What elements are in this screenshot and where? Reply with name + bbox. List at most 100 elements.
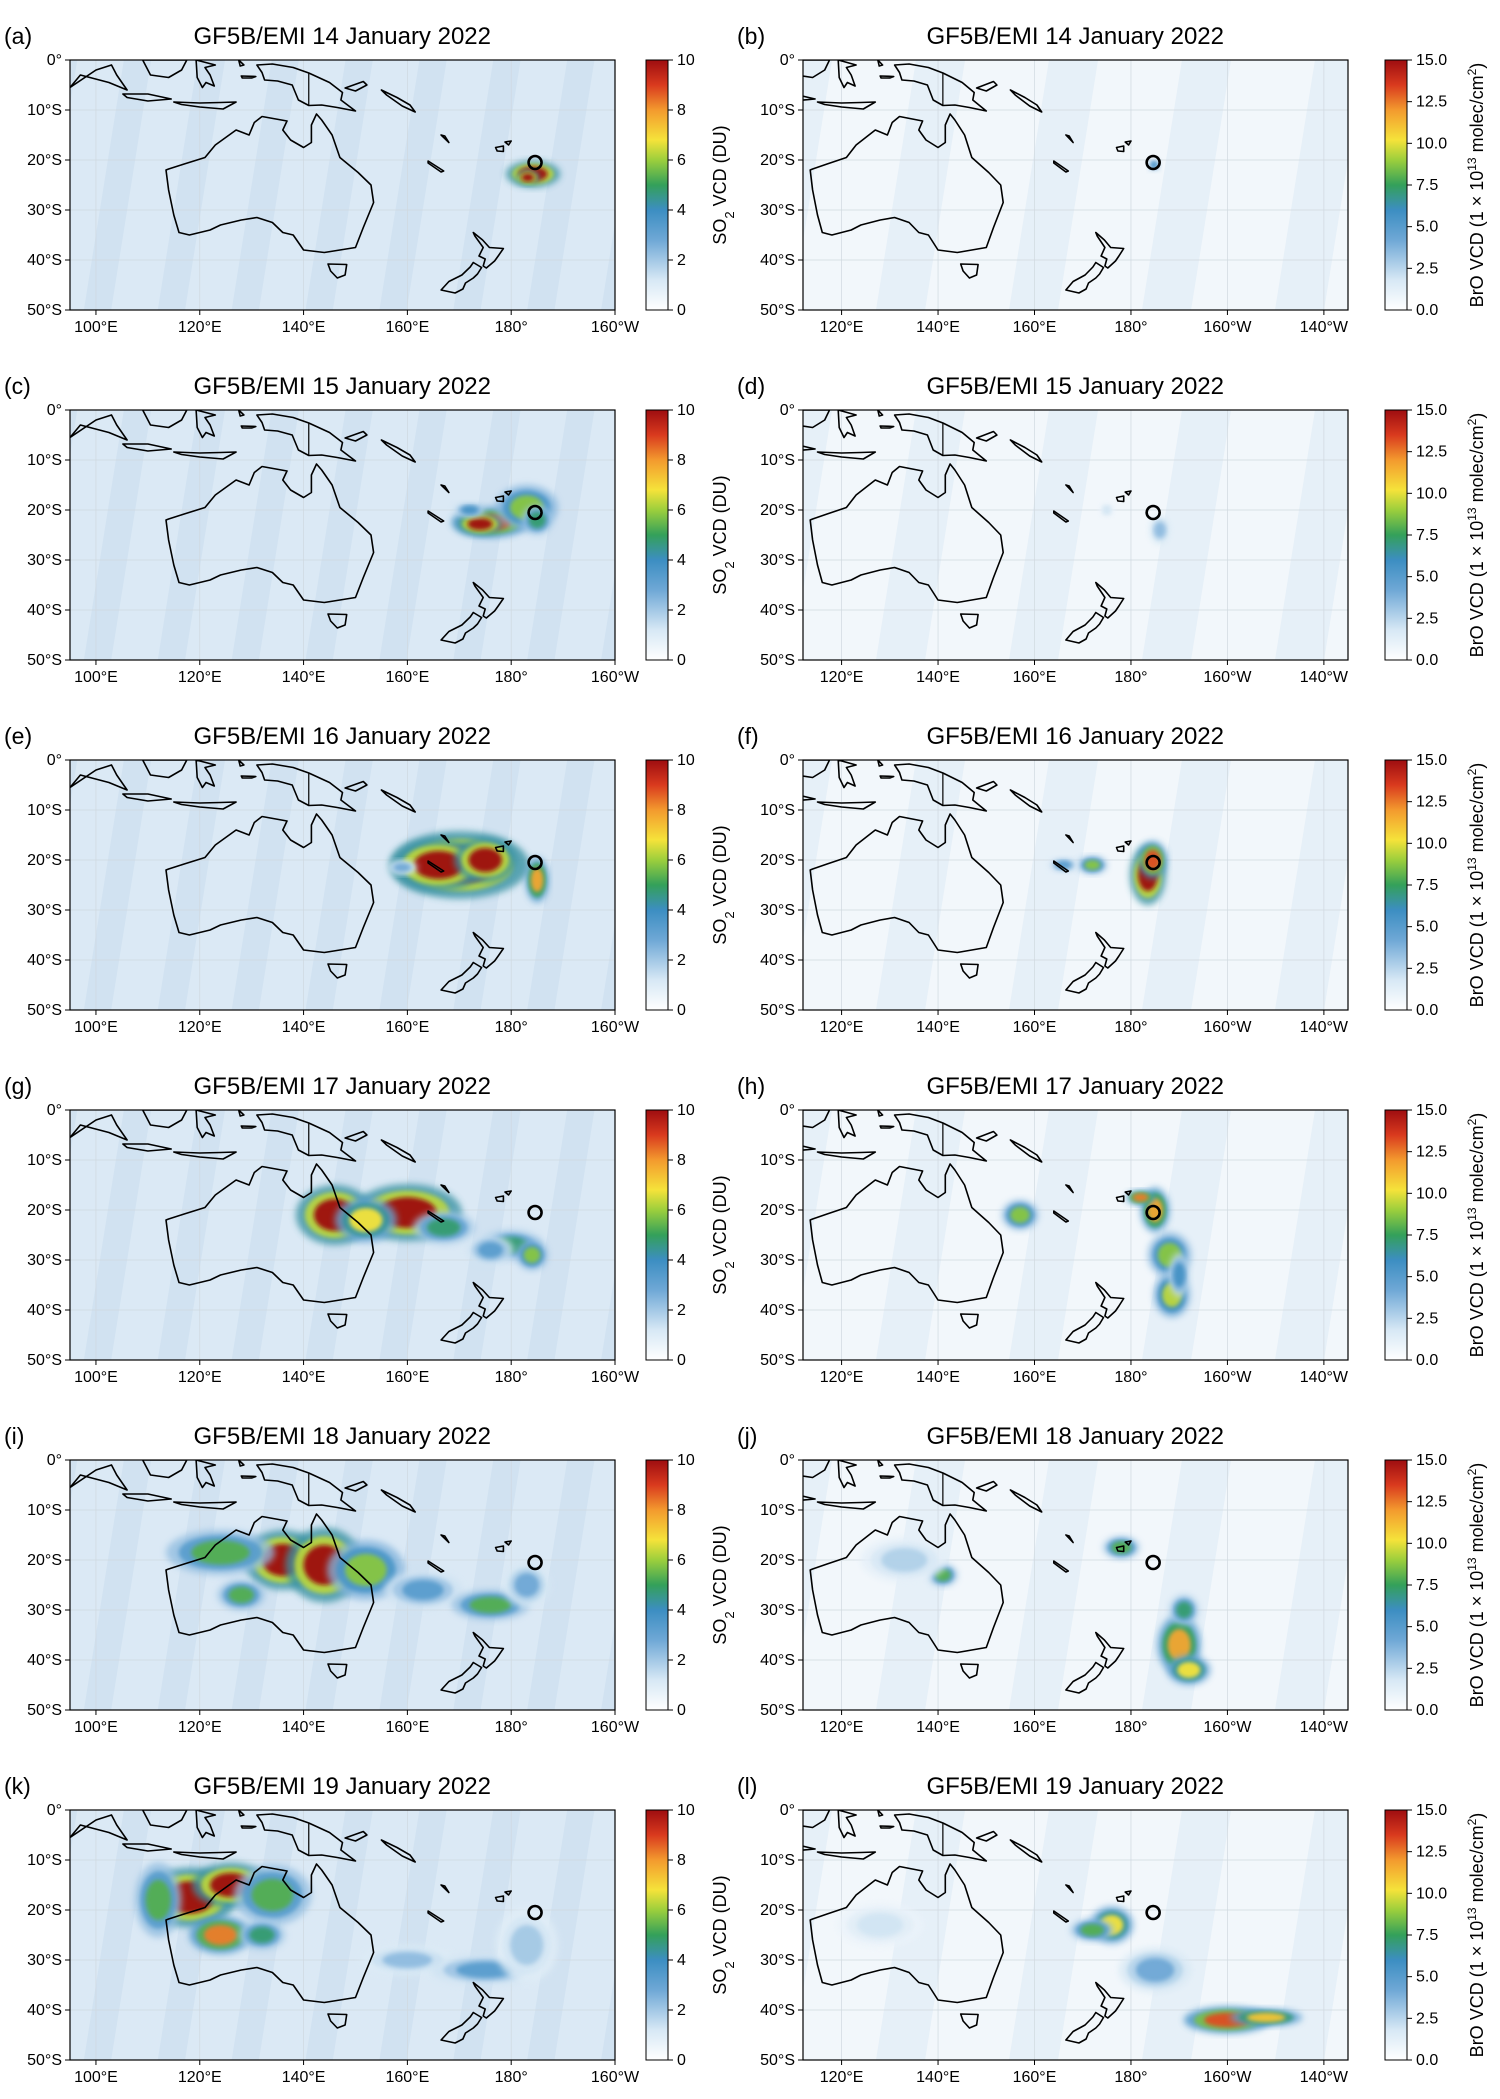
coastline [837, 1110, 857, 1139]
map-panel: (a) GF5B/EMI 14 January 2022 0° 10°S 20°S 30°… [4, 23, 737, 336]
swath-stripe [601, 1973, 615, 2060]
panel-tag: (e) [4, 723, 32, 749]
swath-stripe [876, 1110, 966, 1360]
volcano-marker [527, 504, 543, 521]
lon-tick-label: 160°E [1013, 669, 1057, 686]
lon-tick-label: 160°W [1203, 1719, 1252, 1736]
lon-tick-label: 140°E [282, 1019, 326, 1036]
lon-tick-label: 140°E [282, 2069, 326, 2086]
lon-tick-label: 160°W [591, 669, 640, 686]
coastline [504, 1540, 513, 1546]
colorbar-tick-label: 4 [677, 1952, 686, 1969]
swath-stripe [601, 1273, 615, 1360]
coastline [959, 1663, 979, 1679]
coastline [380, 789, 417, 813]
colorbar-tick-label: 2.5 [1416, 1310, 1438, 1327]
colorbar-tick-label: 0 [677, 2052, 686, 2069]
colorbar-tick-label: 10.0 [1416, 1535, 1447, 1552]
colorbar-tick-label: 6 [677, 502, 686, 519]
coastline [472, 931, 505, 969]
coastline [809, 463, 1005, 604]
coastline [1053, 510, 1070, 523]
lon-tick-label: 100°E [74, 1019, 118, 1036]
coastline [1115, 845, 1125, 853]
coastline [1009, 1489, 1043, 1513]
lon-tick-label: 120°E [178, 1369, 222, 1386]
lat-tick-label: 30°S [760, 202, 795, 219]
swath-stripe [70, 410, 78, 456]
coastline [975, 80, 998, 92]
coastline [344, 1130, 368, 1142]
swath-stripe [1142, 1810, 1232, 2060]
lat-tick-label: 50°S [760, 2052, 795, 2069]
volcano-marker [1145, 1204, 1161, 1221]
coastline [344, 780, 368, 792]
colorbar [1384, 59, 1408, 311]
plume-core [145, 1880, 171, 1920]
colorbar-tick-label: 2 [677, 252, 686, 269]
colorbar-tick-label: 12.5 [1416, 1494, 1447, 1511]
coastline [809, 1863, 1005, 2004]
swath-stripe [876, 1460, 966, 1710]
lat-tick-label: 10°S [760, 1152, 795, 1169]
lon-tick-label: 160°E [385, 319, 429, 336]
lat-tick-label: 20°S [760, 1202, 795, 1219]
coastline [237, 1460, 245, 1467]
coastline [237, 1810, 245, 1817]
swath-stripe [157, 1110, 226, 1360]
coastline [141, 60, 188, 79]
coastline [803, 445, 816, 451]
swath-stripe [803, 1110, 833, 1292]
panel-title: GF5B/EMI 16 January 2022 [194, 723, 492, 750]
lat-tick-label: 10°S [27, 1152, 62, 1169]
map-frame [802, 1459, 1349, 1711]
lon-tick-label: 180° [495, 1719, 528, 1736]
coastline [173, 451, 237, 460]
coastline [803, 1460, 831, 1479]
lon-tick-label: 160°E [385, 1719, 429, 1736]
panel-tag: (j) [737, 1423, 757, 1449]
coastline [1115, 495, 1125, 503]
lat-tick-label: 0° [47, 52, 62, 69]
coastline [1065, 1184, 1074, 1194]
map-area [803, 1810, 1348, 2060]
lon-tick-label: 100°E [74, 319, 118, 336]
map-frame [802, 409, 1349, 661]
coastline [1009, 1139, 1043, 1163]
colorbar-tick-label: 10.0 [1416, 1185, 1447, 1202]
coastline [1053, 1560, 1070, 1573]
plume-core [349, 1208, 383, 1232]
plume-core [228, 1587, 254, 1603]
swath-stripe [83, 410, 152, 660]
volcano-marker [527, 1904, 543, 1921]
lon-tick-label: 160°E [1013, 319, 1057, 336]
coastline [879, 775, 895, 779]
colorbar-tick-label: 5.0 [1416, 569, 1438, 586]
coastline [876, 1460, 884, 1467]
swath-stripe [231, 410, 299, 660]
colorbar-tick-label: 10 [677, 52, 695, 69]
coastline [1065, 134, 1074, 144]
coastline [427, 510, 445, 523]
coastline [1115, 1195, 1125, 1203]
map-area [70, 1810, 615, 2060]
lat-tick-label: 30°S [27, 1252, 62, 1269]
lon-tick-label: 160°E [385, 1019, 429, 1036]
coastline [876, 60, 884, 67]
coastline [256, 63, 357, 112]
coastline [427, 160, 445, 173]
panel-title: GF5B/EMI 17 January 2022 [194, 1073, 492, 1100]
coastline [195, 760, 217, 789]
coastline [472, 581, 505, 619]
swath-stripe [1275, 1460, 1348, 1710]
coastline [141, 1810, 188, 1829]
coastline [122, 1843, 172, 1852]
lat-tick-label: 0° [47, 1802, 62, 1819]
plume-core [510, 1925, 544, 1965]
coastline [165, 813, 375, 954]
swath-stripe [453, 1460, 521, 1710]
lon-tick-label: 180° [1114, 1719, 1147, 1736]
lon-tick-label: 140°E [916, 319, 960, 336]
coastline [837, 410, 857, 439]
coastline [256, 763, 357, 812]
